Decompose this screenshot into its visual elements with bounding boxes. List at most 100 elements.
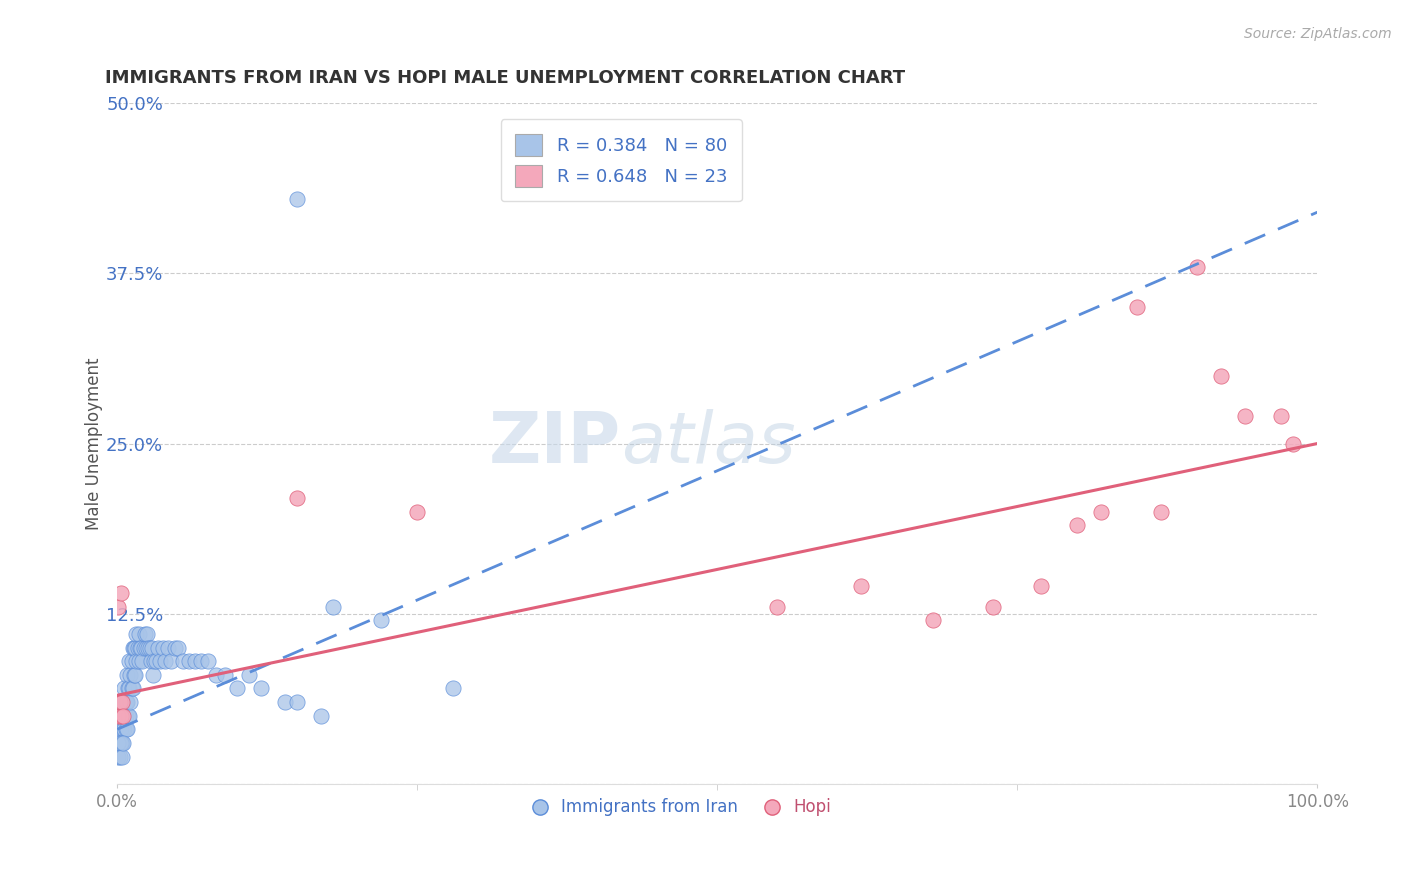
Point <box>149 654 172 668</box>
Point <box>1187 260 1209 274</box>
Point <box>250 681 273 696</box>
Point <box>141 640 163 655</box>
Point <box>309 708 332 723</box>
Point <box>214 668 236 682</box>
Point <box>112 681 135 696</box>
Point <box>128 654 150 668</box>
Point <box>226 681 249 696</box>
Point <box>107 599 129 614</box>
Point <box>121 654 143 668</box>
Point <box>1090 505 1112 519</box>
Point <box>121 681 143 696</box>
Point <box>112 723 135 737</box>
Point <box>124 640 146 655</box>
Point <box>190 654 212 668</box>
Point <box>118 708 141 723</box>
Point <box>110 723 132 737</box>
Point <box>111 695 134 709</box>
Point <box>131 654 153 668</box>
Point <box>118 654 141 668</box>
Point <box>134 627 156 641</box>
Point <box>132 640 155 655</box>
Point <box>112 708 135 723</box>
Point <box>112 708 135 723</box>
Point <box>121 681 143 696</box>
Point <box>274 695 297 709</box>
Point <box>110 708 132 723</box>
Point <box>124 668 146 682</box>
Text: ZIP: ZIP <box>489 409 621 478</box>
Point <box>163 640 186 655</box>
Point <box>1150 505 1173 519</box>
Point <box>117 708 139 723</box>
Point <box>110 736 132 750</box>
Point <box>114 723 136 737</box>
Point <box>179 654 201 668</box>
Point <box>108 695 131 709</box>
Point <box>172 654 194 668</box>
Point <box>285 491 308 505</box>
Point <box>114 695 136 709</box>
Point <box>139 654 162 668</box>
Point <box>138 640 160 655</box>
Point <box>922 614 945 628</box>
Point <box>441 681 464 696</box>
Point <box>112 723 135 737</box>
Point <box>115 723 138 737</box>
Point <box>120 695 142 709</box>
Point <box>129 640 152 655</box>
Point <box>1126 301 1149 315</box>
Point <box>125 627 148 641</box>
Point <box>107 749 129 764</box>
Point <box>112 736 135 750</box>
Point <box>152 640 174 655</box>
Point <box>1270 409 1292 424</box>
Point <box>981 599 1004 614</box>
Point <box>184 654 207 668</box>
Point <box>1066 518 1088 533</box>
Legend: Immigrants from Iran, Hopi: Immigrants from Iran, Hopi <box>524 792 838 823</box>
Point <box>111 749 134 764</box>
Point <box>122 640 145 655</box>
Point <box>285 192 308 206</box>
Point <box>1211 368 1233 383</box>
Point <box>156 640 179 655</box>
Point <box>108 749 131 764</box>
Point <box>1282 436 1305 450</box>
Text: atlas: atlas <box>621 409 796 478</box>
Point <box>122 668 145 682</box>
Point <box>128 627 150 641</box>
Point <box>1234 409 1257 424</box>
Point <box>406 505 429 519</box>
Point <box>117 681 139 696</box>
Y-axis label: Male Unemployment: Male Unemployment <box>86 358 103 530</box>
Point <box>1031 579 1053 593</box>
Point <box>107 708 129 723</box>
Text: Source: ZipAtlas.com: Source: ZipAtlas.com <box>1244 27 1392 41</box>
Point <box>120 668 142 682</box>
Point <box>766 599 789 614</box>
Point <box>108 736 131 750</box>
Point <box>111 736 134 750</box>
Point <box>143 654 166 668</box>
Point <box>110 586 132 600</box>
Point <box>370 614 392 628</box>
Point <box>197 654 219 668</box>
Point <box>114 708 136 723</box>
Point <box>121 640 143 655</box>
Point <box>142 668 165 682</box>
Point <box>167 640 190 655</box>
Point <box>127 640 149 655</box>
Point <box>204 668 226 682</box>
Text: IMMIGRANTS FROM IRAN VS HOPI MALE UNEMPLOYMENT CORRELATION CHART: IMMIGRANTS FROM IRAN VS HOPI MALE UNEMPL… <box>105 69 905 87</box>
Point <box>153 654 176 668</box>
Point <box>146 640 169 655</box>
Point <box>135 640 157 655</box>
Point <box>125 654 148 668</box>
Point <box>118 681 141 696</box>
Point <box>285 695 308 709</box>
Point <box>138 640 160 655</box>
Point <box>238 668 260 682</box>
Point <box>112 695 135 709</box>
Point <box>136 627 159 641</box>
